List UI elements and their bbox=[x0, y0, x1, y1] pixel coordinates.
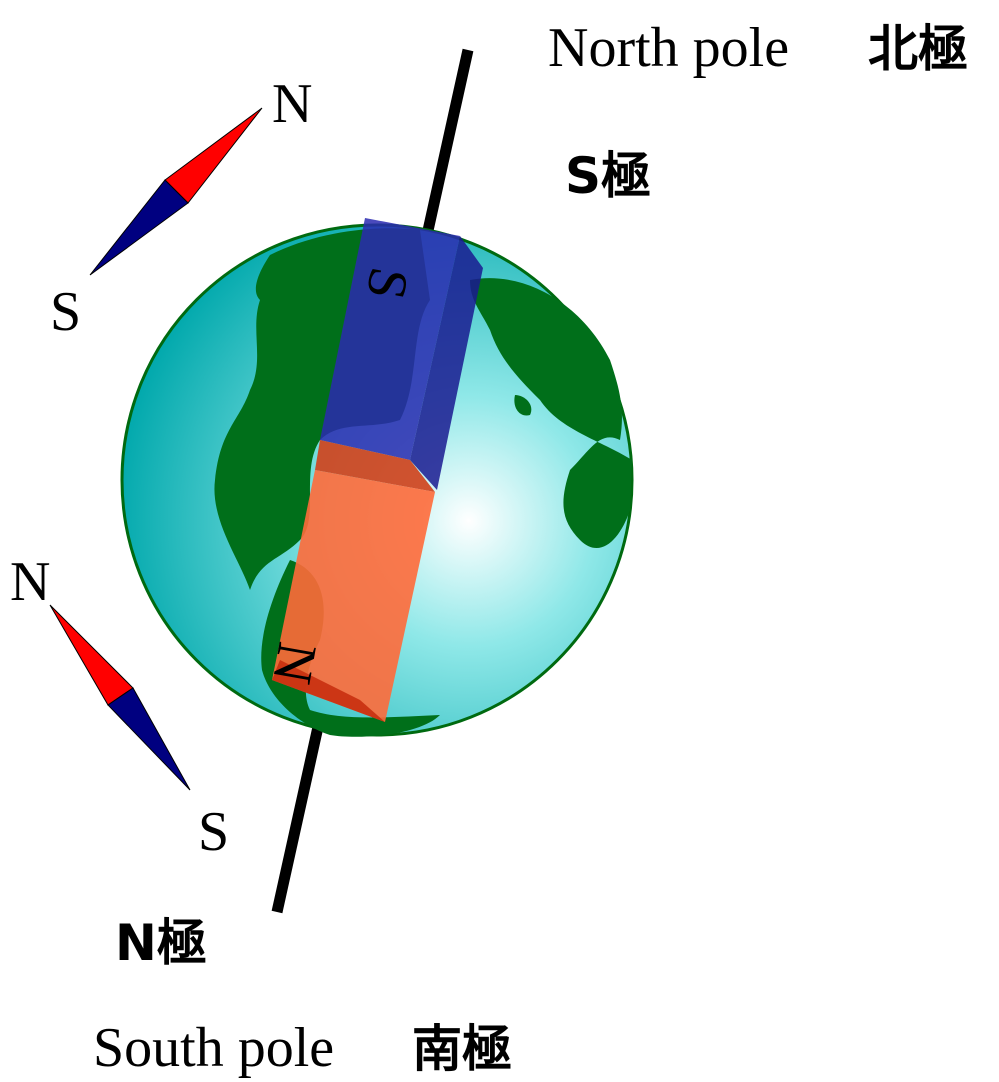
south-pole-ja: 南極 bbox=[412, 1020, 512, 1078]
north-pole-label: North pole bbox=[548, 17, 789, 79]
magnet-north-top bbox=[315, 440, 435, 492]
magnet-north-bottom bbox=[272, 660, 385, 722]
top-pole-label: S極 bbox=[565, 147, 651, 205]
compass-label: N bbox=[10, 551, 50, 613]
magnet-south-side bbox=[410, 236, 483, 490]
magnet-south-face bbox=[320, 218, 460, 460]
compass-label: S bbox=[198, 801, 229, 863]
south-pole-label: South pole bbox=[93, 1017, 334, 1079]
north-pole-ja: 北極 bbox=[868, 20, 968, 78]
compass-needle-south bbox=[107, 687, 191, 791]
magnet-north-face bbox=[272, 470, 435, 722]
compass-needle-south bbox=[89, 179, 189, 276]
bottom-pole-label: N極 bbox=[115, 914, 207, 972]
compass-needle-north bbox=[164, 107, 263, 204]
compass-label: N bbox=[272, 73, 312, 135]
compass-needle-north bbox=[49, 604, 134, 706]
compass-label: S bbox=[50, 281, 81, 343]
